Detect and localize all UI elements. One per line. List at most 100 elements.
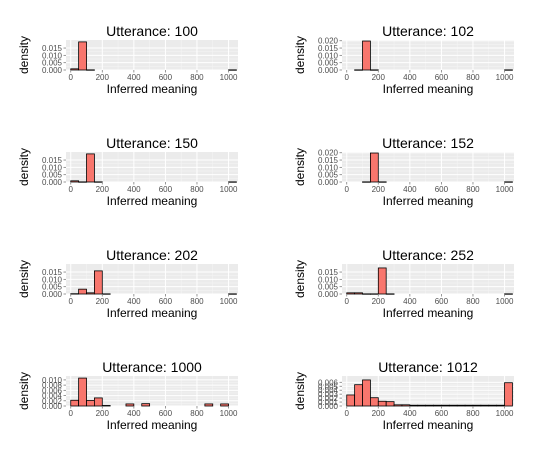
y-tick-label: 0.003	[318, 390, 339, 399]
chart-title: Utterance: 152	[382, 135, 474, 151]
histogram-bar	[362, 379, 371, 407]
chart-title: Utterance: 102	[382, 23, 474, 39]
x-axis-label: Inferred meaning	[383, 82, 474, 96]
histogram-bar	[78, 288, 87, 295]
y-tick-label: 0.015	[318, 156, 339, 165]
x-tick-label: 400	[403, 297, 417, 306]
histogram-bar	[409, 404, 419, 407]
x-tick-label: 1000	[496, 185, 514, 194]
y-tick-label: 0.002	[42, 397, 63, 406]
x-tick-label: 800	[190, 409, 204, 418]
x-tick-label: 600	[435, 409, 449, 418]
histogram-bar	[94, 270, 103, 295]
y-tick-label: 0.010	[318, 275, 339, 284]
chart-panel-7: 0 200 400 600 800 1000 0.0000.0020.0040.0060.0…	[17, 359, 238, 432]
x-tick-label: 400	[127, 73, 141, 82]
y-tick-label: 0.015	[318, 44, 339, 53]
x-tick-label: 600	[159, 297, 173, 306]
chart-title: Utterance: 150	[106, 135, 198, 151]
x-axis-label: Inferred meaning	[107, 194, 198, 208]
y-tick-label: 0.000	[42, 290, 63, 299]
x-axis-label: Inferred meaning	[383, 418, 474, 432]
x-tick-label: 0	[69, 409, 74, 418]
histogram-bar	[433, 404, 442, 407]
histogram-bar	[385, 401, 395, 407]
x-tick-label: 400	[403, 185, 417, 194]
y-tick-label: 0.010	[42, 51, 63, 60]
y-tick-label: 0.005	[318, 171, 339, 180]
y-tick-label: 0.005	[42, 59, 63, 68]
y-axis-label: density	[17, 148, 31, 186]
y-tick-label: 0.005	[318, 283, 339, 292]
histogram-bar	[70, 68, 80, 71]
histogram-bar	[448, 404, 458, 407]
histogram-bar	[377, 267, 387, 295]
x-tick-label: 0	[69, 185, 74, 194]
histogram-bar	[86, 292, 95, 295]
y-axis-label: density	[17, 372, 31, 410]
x-tick-label: 800	[466, 73, 480, 82]
histogram-bar	[125, 403, 135, 407]
x-axis-label: Inferred meaning	[107, 306, 198, 320]
y-tick-label: 0.000	[42, 178, 63, 187]
histogram-bar	[86, 153, 95, 183]
y-tick-label: 0.010	[42, 163, 63, 172]
y-tick-label: 0.015	[42, 44, 63, 53]
histogram-bar	[141, 403, 151, 407]
chart-title: Utterance: 100	[106, 23, 198, 39]
x-tick-label: 200	[96, 185, 110, 194]
y-tick-label: 0.008	[42, 381, 63, 390]
histogram-bar	[401, 404, 411, 407]
y-tick-label: 0.005	[42, 171, 63, 180]
x-tick-label: 200	[372, 297, 386, 306]
y-tick-label: 0.000	[42, 402, 63, 411]
y-tick-label: 0.015	[318, 268, 339, 277]
histogram-bar	[86, 400, 95, 407]
y-tick-label: 0.000	[318, 290, 339, 299]
x-tick-label: 1000	[220, 185, 238, 194]
histogram-bar	[94, 397, 103, 407]
x-tick-label: 1000	[496, 297, 514, 306]
histogram-bar	[204, 403, 214, 407]
y-tick-label: 0.000	[42, 66, 63, 75]
histogram-bar	[362, 40, 371, 71]
y-tick-label: 0.000	[318, 402, 339, 411]
x-tick-label: 1000	[220, 297, 238, 306]
y-tick-label: 0.010	[318, 163, 339, 172]
histogram-bar	[370, 152, 379, 183]
x-tick-label: 200	[372, 409, 386, 418]
x-tick-label: 800	[466, 297, 480, 306]
y-tick-label: 0.020	[318, 37, 339, 46]
x-tick-label: 0	[345, 185, 350, 194]
histogram-bar	[70, 399, 80, 407]
chart-title: Utterance: 252	[382, 247, 474, 263]
x-tick-label: 400	[403, 73, 417, 82]
y-axis-label: density	[293, 148, 307, 186]
x-tick-label: 800	[190, 297, 204, 306]
y-tick-label: 0.005	[318, 382, 339, 391]
histogram-bar	[220, 403, 229, 407]
histogram-bar	[354, 384, 363, 407]
histogram-bar	[346, 394, 356, 407]
y-tick-label: 0.006	[42, 386, 63, 395]
y-tick-label: 0.005	[42, 283, 63, 292]
x-tick-label: 0	[345, 297, 350, 306]
x-tick-label: 800	[190, 73, 204, 82]
chart-panel-8: 0 200 400 600 800 10000.0000.0010.0020.0030.0…	[293, 359, 514, 432]
x-tick-label: 200	[372, 185, 386, 194]
x-axis-label: Inferred meaning	[383, 194, 474, 208]
x-axis-label: Inferred meaning	[383, 306, 474, 320]
y-tick-label: 0.015	[42, 268, 63, 277]
x-tick-label: 200	[96, 409, 110, 418]
y-axis-label: density	[293, 372, 307, 410]
x-tick-label: 400	[403, 409, 417, 418]
x-tick-label: 0	[69, 297, 74, 306]
y-axis-label: density	[293, 36, 307, 74]
x-tick-label: 0	[345, 409, 350, 418]
y-tick-label: 0.004	[318, 386, 339, 395]
